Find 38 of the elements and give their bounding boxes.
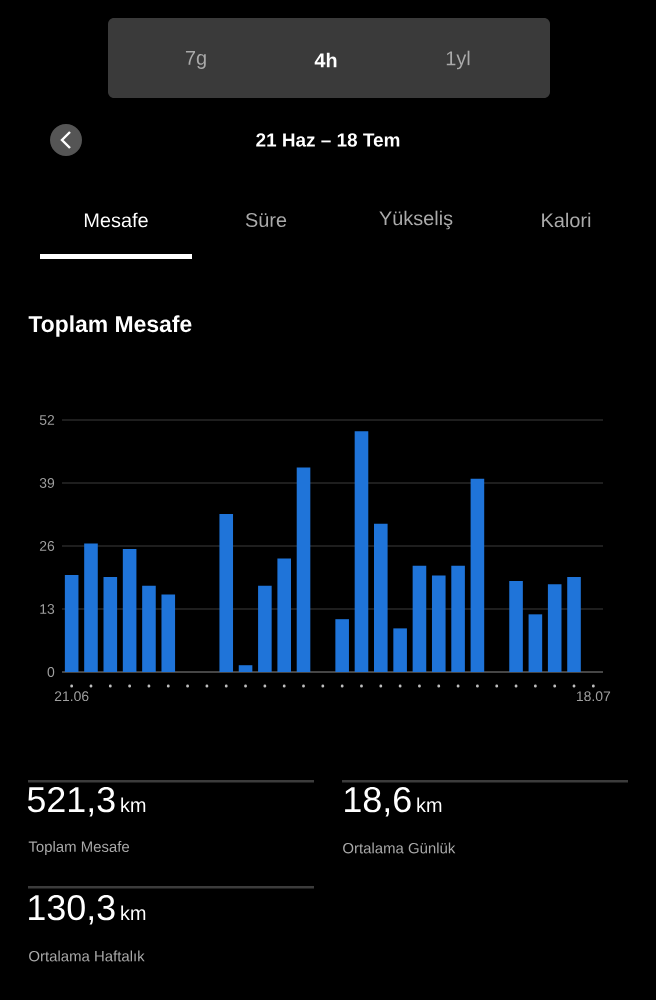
bar — [412, 565, 427, 672]
bar — [335, 619, 349, 672]
text: 7g — [185, 51, 206, 69]
bar — [393, 628, 407, 672]
text: Kalori — [542, 212, 591, 228]
bar — [122, 548, 137, 672]
bar — [528, 614, 543, 672]
bar — [567, 577, 581, 672]
bar — [509, 580, 523, 672]
text: km — [121, 797, 146, 812]
text: 1yl — [446, 50, 470, 70]
text: Yükseliş — [379, 210, 453, 230]
text: 18,6 — [345, 786, 411, 817]
text: 4h — [314, 52, 337, 68]
bar — [470, 478, 485, 672]
bar — [238, 665, 253, 672]
chart-subtitle: 21 Haz – 18 Tem — [256, 133, 400, 147]
text: 521,3 — [27, 786, 115, 817]
bar — [84, 543, 98, 672]
text: km — [417, 797, 442, 812]
bar — [161, 594, 176, 672]
chart-title: Toplam Mesafe — [28, 315, 192, 337]
text: Mesafe — [84, 212, 148, 228]
text: km — [121, 905, 146, 920]
bar — [431, 575, 446, 672]
bar — [103, 577, 118, 672]
bar — [64, 575, 79, 672]
bar — [219, 514, 234, 672]
text: 130,3 — [29, 894, 115, 925]
bar — [258, 585, 272, 672]
bar — [354, 431, 369, 672]
bar — [451, 565, 465, 672]
bar — [374, 523, 388, 672]
bar — [277, 558, 291, 672]
text: Süre — [245, 212, 287, 228]
bar — [142, 585, 156, 672]
bar — [547, 584, 562, 672]
bar — [296, 467, 311, 672]
